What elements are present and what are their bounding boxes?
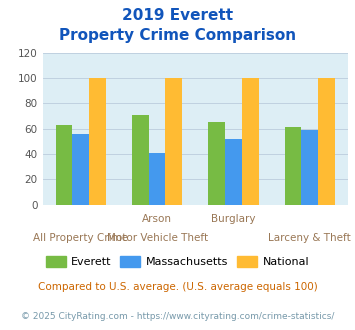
- Bar: [89, 78, 106, 205]
- Text: Arson: Arson: [142, 214, 172, 224]
- Text: Motor Vehicle Theft: Motor Vehicle Theft: [106, 233, 208, 243]
- Bar: [301, 130, 318, 205]
- Bar: [285, 127, 301, 205]
- Bar: [132, 115, 149, 205]
- Bar: [56, 125, 72, 205]
- Bar: [72, 134, 89, 205]
- Text: Property Crime Comparison: Property Crime Comparison: [59, 28, 296, 43]
- Text: © 2025 CityRating.com - https://www.cityrating.com/crime-statistics/: © 2025 CityRating.com - https://www.city…: [21, 312, 334, 321]
- Bar: [208, 122, 225, 205]
- Bar: [165, 78, 182, 205]
- Text: All Property Crime: All Property Crime: [33, 233, 128, 243]
- Bar: [242, 78, 258, 205]
- Bar: [318, 78, 335, 205]
- Bar: [225, 139, 242, 205]
- Text: Compared to U.S. average. (U.S. average equals 100): Compared to U.S. average. (U.S. average …: [38, 282, 317, 292]
- Bar: [149, 153, 165, 205]
- Text: Burglary: Burglary: [211, 214, 256, 224]
- Legend: Everett, Massachusetts, National: Everett, Massachusetts, National: [41, 251, 314, 271]
- Text: Larceny & Theft: Larceny & Theft: [268, 233, 351, 243]
- Text: 2019 Everett: 2019 Everett: [122, 8, 233, 23]
